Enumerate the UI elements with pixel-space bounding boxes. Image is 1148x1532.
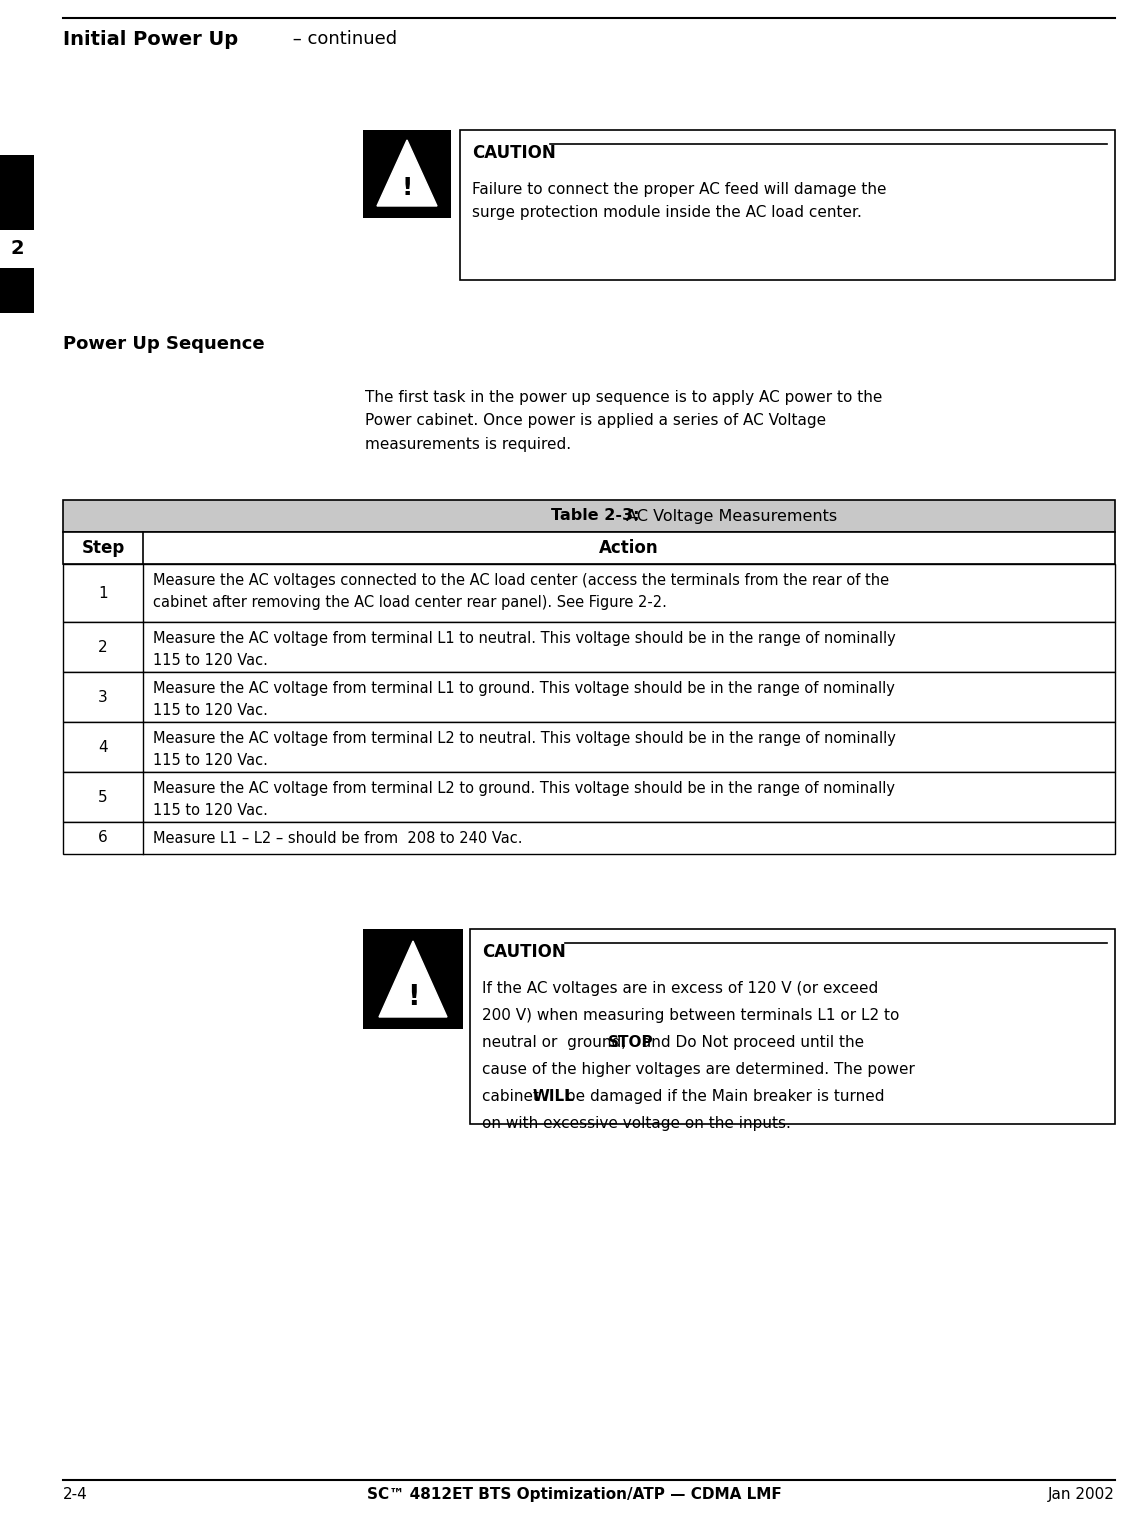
Bar (0, 155, 34, 230)
Text: Action: Action (599, 539, 659, 558)
Text: The first task in the power up sequence is to apply AC power to the
Power cabine: The first task in the power up sequence … (365, 391, 883, 452)
Text: Jan 2002: Jan 2002 (1048, 1488, 1115, 1501)
Text: If the AC voltages are in excess of 120 V (or exceed: If the AC voltages are in excess of 120 … (482, 980, 878, 996)
Text: Measure the AC voltages connected to the AC load center (access the terminals fr: Measure the AC voltages connected to the… (153, 573, 889, 610)
Text: AC Voltage Measurements: AC Voltage Measurements (621, 509, 837, 524)
Bar (63, 772, 1115, 823)
Text: cabinet: cabinet (482, 1089, 544, 1105)
Text: Measure the AC voltage from terminal L1 to ground. This voltage should be in the: Measure the AC voltage from terminal L1 … (153, 682, 895, 719)
Bar (63, 673, 1115, 722)
Text: 4: 4 (99, 740, 108, 754)
Text: Step: Step (82, 539, 125, 558)
Bar (363, 130, 451, 218)
Polygon shape (379, 941, 447, 1017)
Text: cause of the higher voltages are determined. The power: cause of the higher voltages are determi… (482, 1062, 915, 1077)
Text: be damaged if the Main breaker is turned: be damaged if the Main breaker is turned (561, 1089, 885, 1105)
Text: Initial Power Up: Initial Power Up (63, 31, 238, 49)
Text: on with excessive voltage on the inputs.: on with excessive voltage on the inputs. (482, 1115, 791, 1131)
Text: neutral or  ground,: neutral or ground, (482, 1036, 631, 1049)
Bar (63, 722, 1115, 772)
Text: 2-4: 2-4 (63, 1488, 87, 1501)
Text: 5: 5 (99, 789, 108, 804)
Bar (63, 622, 1115, 673)
Text: – continued: – continued (287, 31, 397, 47)
Text: 200 V) when measuring between terminals L1 or L2 to: 200 V) when measuring between terminals … (482, 1008, 899, 1023)
Text: 2: 2 (10, 239, 24, 257)
Text: CAUTION: CAUTION (482, 944, 566, 961)
Text: !: ! (406, 984, 419, 1011)
Text: SC™ 4812ET BTS Optimization/ATP — CDMA LMF: SC™ 4812ET BTS Optimization/ATP — CDMA L… (366, 1488, 782, 1501)
Text: Measure the AC voltage from terminal L2 to neutral. This voltage should be in th: Measure the AC voltage from terminal L2 … (153, 731, 895, 768)
Bar (63, 499, 1115, 532)
Text: CAUTION: CAUTION (472, 144, 556, 162)
Text: Power Up Sequence: Power Up Sequence (63, 336, 265, 352)
Bar (63, 823, 1115, 853)
Text: Measure L1 – L2 – should be from  208 to 240 Vac.: Measure L1 – L2 – should be from 208 to … (153, 830, 522, 846)
Bar (0, 268, 34, 313)
Text: WILL: WILL (533, 1089, 574, 1105)
Text: and Do Not proceed until the: and Do Not proceed until the (637, 1036, 864, 1049)
Text: !: ! (402, 176, 412, 201)
Bar (63, 532, 1115, 564)
Polygon shape (377, 139, 437, 205)
Text: Measure the AC voltage from terminal L1 to neutral. This voltage should be in th: Measure the AC voltage from terminal L1 … (153, 631, 895, 668)
Text: Measure the AC voltage from terminal L2 to ground. This voltage should be in the: Measure the AC voltage from terminal L2 … (153, 781, 895, 818)
Bar (363, 928, 463, 1030)
Bar (460, 130, 1115, 280)
Text: Table 2-3:: Table 2-3: (551, 509, 639, 524)
Bar (63, 564, 1115, 622)
Text: 6: 6 (98, 830, 108, 846)
Text: Failure to connect the proper AC feed will damage the
surge protection module in: Failure to connect the proper AC feed wi… (472, 182, 886, 221)
Text: 2: 2 (99, 639, 108, 654)
Text: 1: 1 (99, 585, 108, 601)
Text: 3: 3 (98, 689, 108, 705)
Text: STOP: STOP (608, 1036, 653, 1049)
Bar (470, 928, 1115, 1124)
